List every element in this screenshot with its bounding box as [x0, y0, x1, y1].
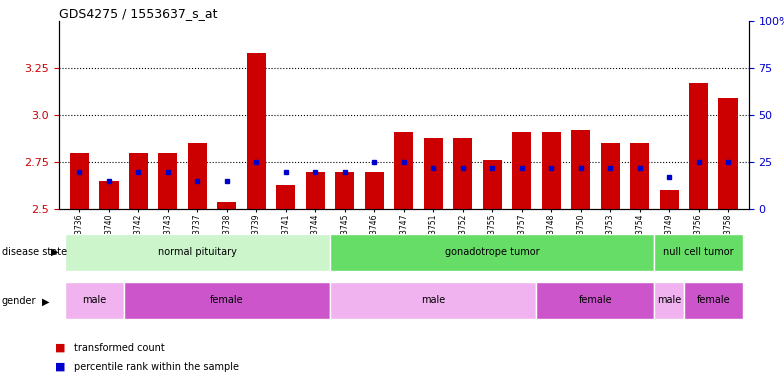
- Bar: [65, 282, 124, 319]
- Text: female: female: [210, 295, 244, 306]
- Bar: [100, 181, 118, 209]
- Text: male: male: [657, 295, 681, 306]
- Bar: [601, 144, 619, 209]
- Bar: [512, 132, 532, 209]
- Bar: [70, 153, 89, 209]
- Bar: [247, 53, 266, 209]
- Text: gender: gender: [2, 296, 36, 306]
- Bar: [158, 153, 177, 209]
- Text: normal pituitary: normal pituitary: [158, 247, 237, 258]
- Bar: [483, 161, 502, 209]
- Bar: [365, 172, 384, 209]
- Text: gonadotrope tumor: gonadotrope tumor: [445, 247, 539, 258]
- Text: female: female: [579, 295, 612, 306]
- Bar: [542, 132, 561, 209]
- Bar: [129, 153, 148, 209]
- Bar: [330, 234, 655, 271]
- Bar: [306, 172, 325, 209]
- Text: GDS4275 / 1553637_s_at: GDS4275 / 1553637_s_at: [59, 7, 217, 20]
- Bar: [330, 282, 536, 319]
- Bar: [655, 234, 742, 271]
- Text: transformed count: transformed count: [74, 343, 165, 353]
- Text: male: male: [421, 295, 445, 306]
- Bar: [276, 185, 296, 209]
- Bar: [423, 138, 443, 209]
- Text: ■: ■: [55, 343, 65, 353]
- Text: female: female: [696, 295, 730, 306]
- Bar: [684, 282, 742, 319]
- Bar: [188, 144, 207, 209]
- Bar: [453, 138, 472, 209]
- Text: null cell tumor: null cell tumor: [663, 247, 734, 258]
- Bar: [655, 282, 684, 319]
- Bar: [217, 202, 237, 209]
- Bar: [630, 144, 649, 209]
- Text: disease state: disease state: [2, 247, 67, 257]
- Bar: [65, 234, 330, 271]
- Bar: [336, 172, 354, 209]
- Text: male: male: [82, 295, 107, 306]
- Bar: [536, 282, 655, 319]
- Text: ▶: ▶: [51, 247, 59, 257]
- Text: ■: ■: [55, 362, 65, 372]
- Bar: [571, 130, 590, 209]
- Bar: [718, 98, 738, 209]
- Bar: [394, 132, 413, 209]
- Bar: [124, 282, 330, 319]
- Text: ▶: ▶: [42, 296, 49, 306]
- Text: percentile rank within the sample: percentile rank within the sample: [74, 362, 239, 372]
- Bar: [659, 190, 679, 209]
- Bar: [689, 83, 708, 209]
